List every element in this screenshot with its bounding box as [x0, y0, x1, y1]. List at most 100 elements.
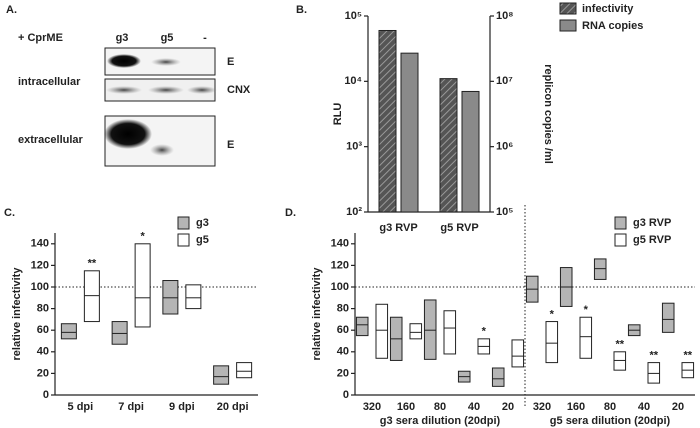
lane-label: -: [203, 32, 207, 44]
legend-label: g3: [196, 217, 209, 229]
x-tick-label: 160: [397, 401, 415, 413]
band: [148, 86, 184, 94]
x-tick-label: g5 RVP: [440, 222, 478, 234]
y-tick-label: 100: [31, 281, 49, 293]
legend-label: infectivity: [582, 3, 634, 15]
significance-label: *: [584, 304, 589, 316]
significance-label: **: [683, 350, 692, 362]
y-tick-label: 0: [343, 389, 349, 401]
x-tick-label: 9 dpi: [169, 401, 195, 413]
legend-swatch: [614, 216, 627, 230]
band: [151, 58, 181, 66]
box: [83, 270, 100, 323]
y-tick-label: 0: [43, 389, 49, 401]
x-tick-label: 80: [604, 401, 616, 413]
significance-label: *: [140, 231, 145, 243]
x-tick-label: 160: [567, 401, 585, 413]
bar: [378, 29, 397, 213]
box: [213, 365, 230, 385]
row-label: intracellular: [18, 76, 81, 88]
treatment-label: + CprME: [18, 32, 63, 44]
bar: [400, 52, 419, 213]
bar: [461, 90, 480, 213]
group-label: g3 sera dilution (20dpi): [380, 415, 501, 427]
y-tick-label: 120: [331, 259, 349, 271]
box: [661, 302, 675, 333]
y-tick-label: 60: [37, 324, 49, 336]
y-tick-label: 10⁵: [345, 10, 362, 22]
box: [511, 339, 525, 368]
bar: [439, 78, 458, 213]
legend-swatch: [177, 216, 190, 230]
x-tick-label: 40: [468, 401, 480, 413]
y-tick-label: 10²: [346, 206, 362, 218]
legend-label: RNA copies: [582, 20, 643, 32]
legend-label: g3 RVP: [633, 217, 671, 229]
x-tick-label: 320: [363, 401, 381, 413]
band: [187, 86, 217, 94]
significance-label: **: [615, 339, 624, 351]
legend-label: g5 RVP: [633, 234, 671, 246]
box: [647, 362, 661, 384]
panel-label: C.: [4, 207, 15, 219]
y-tick-label: 20: [337, 367, 349, 379]
y-axis-label: relative infectivity: [11, 267, 23, 361]
box: [162, 280, 179, 315]
row-label: extracellular: [18, 134, 84, 146]
band: [104, 119, 152, 149]
legend-label: g5: [196, 234, 209, 246]
band-label: CNX: [227, 84, 251, 96]
box: [60, 323, 77, 340]
box: [409, 323, 423, 340]
band: [150, 144, 174, 156]
box: [579, 316, 593, 359]
blot-panel: A. + CprME g3 g5 - E CNX intracellular E…: [6, 4, 251, 167]
significance-label: *: [550, 308, 555, 320]
box: [545, 321, 559, 364]
y2-axis-label: replicon copies /ml: [542, 64, 554, 164]
x-tick-label: 5 dpi: [68, 401, 94, 413]
legend-swatch: [614, 233, 627, 247]
y2-tick-label: 10⁶: [496, 141, 513, 153]
significance-label: **: [649, 350, 658, 362]
x-tick-label: 320: [533, 401, 551, 413]
y-tick-label: 100: [331, 281, 349, 293]
y-tick-label: 40: [37, 346, 49, 358]
band-label: E: [227, 139, 234, 151]
y2-tick-label: 10⁵: [496, 206, 513, 218]
x-tick-label: 40: [638, 401, 650, 413]
box: [491, 367, 505, 387]
panel-label: B.: [296, 4, 307, 16]
y2-tick-label: 10⁸: [496, 10, 513, 22]
box: [375, 303, 389, 359]
group-label: g5 sera dilution (20dpi): [550, 415, 671, 427]
lane-label: g5: [161, 32, 174, 44]
box: [613, 351, 627, 371]
panel-label: D.: [285, 207, 296, 219]
y-tick-label: 20: [37, 367, 49, 379]
panel-label: A.: [6, 4, 17, 16]
y-axis-label: RLU: [332, 103, 344, 126]
x-tick-label: 20: [502, 401, 514, 413]
y-tick-label: 10³: [346, 141, 362, 153]
box: [185, 284, 202, 310]
x-tick-label: g3 RVP: [379, 222, 417, 234]
legend-swatch: [559, 19, 577, 32]
box: [134, 243, 151, 328]
y-tick-label: 10⁴: [344, 75, 362, 87]
y-axis-label: relative infectivity: [311, 267, 323, 361]
legend-swatch: [559, 2, 577, 15]
significance-label: **: [88, 258, 97, 270]
y2-tick-label: 10⁷: [496, 75, 513, 87]
y-tick-label: 80: [37, 303, 49, 315]
box: [423, 299, 437, 360]
y-tick-label: 120: [31, 259, 49, 271]
box: [236, 362, 253, 379]
y-tick-label: 80: [337, 303, 349, 315]
box: [355, 316, 369, 337]
x-tick-label: 7 dpi: [118, 401, 144, 413]
band: [106, 86, 142, 94]
box: [443, 310, 457, 355]
legend-swatch: [177, 233, 190, 247]
y-tick-label: 140: [31, 238, 49, 250]
